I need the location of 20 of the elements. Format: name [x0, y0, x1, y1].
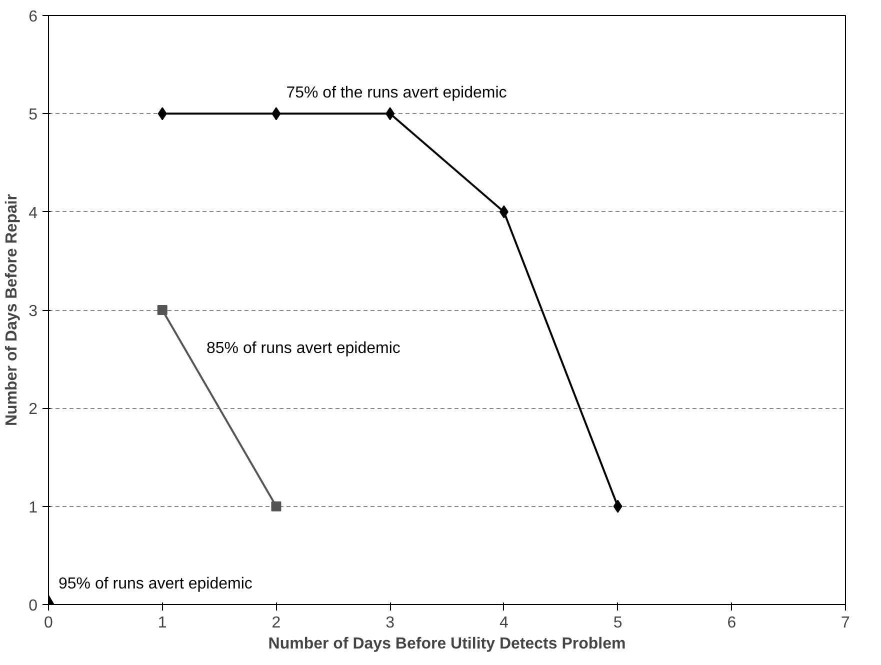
y-tick-label: 0 — [28, 598, 38, 614]
annotation: 85% of runs avert epidemic — [206, 340, 400, 357]
x-tick-label: 6 — [727, 614, 736, 632]
x-tick-label: 2 — [272, 614, 281, 632]
annotation: 95% of runs avert epidemic — [58, 576, 252, 592]
x-tick-label: 5 — [613, 614, 622, 632]
x-tick-label: 1 — [158, 614, 167, 632]
y-tick-label: 4 — [28, 204, 38, 222]
x-tick-label: 4 — [499, 614, 508, 632]
y-tick-label: 5 — [28, 106, 38, 124]
x-tick-label: 0 — [44, 614, 54, 632]
annotation: 75% of the runs avert epidemic — [286, 84, 507, 102]
y-tick-label: 2 — [28, 401, 38, 418]
y-axis-title: Number of Days Before Repair — [4, 194, 21, 426]
y-tick-label: 3 — [28, 303, 38, 320]
y-tick-label: 1 — [28, 499, 38, 516]
x-axis-title: Number of Days Before Utility Detects Problem — [268, 636, 626, 652]
y-tick-label: 6 — [28, 8, 38, 26]
x-tick-label: 3 — [386, 614, 395, 632]
x-tick-label: 7 — [841, 614, 850, 632]
